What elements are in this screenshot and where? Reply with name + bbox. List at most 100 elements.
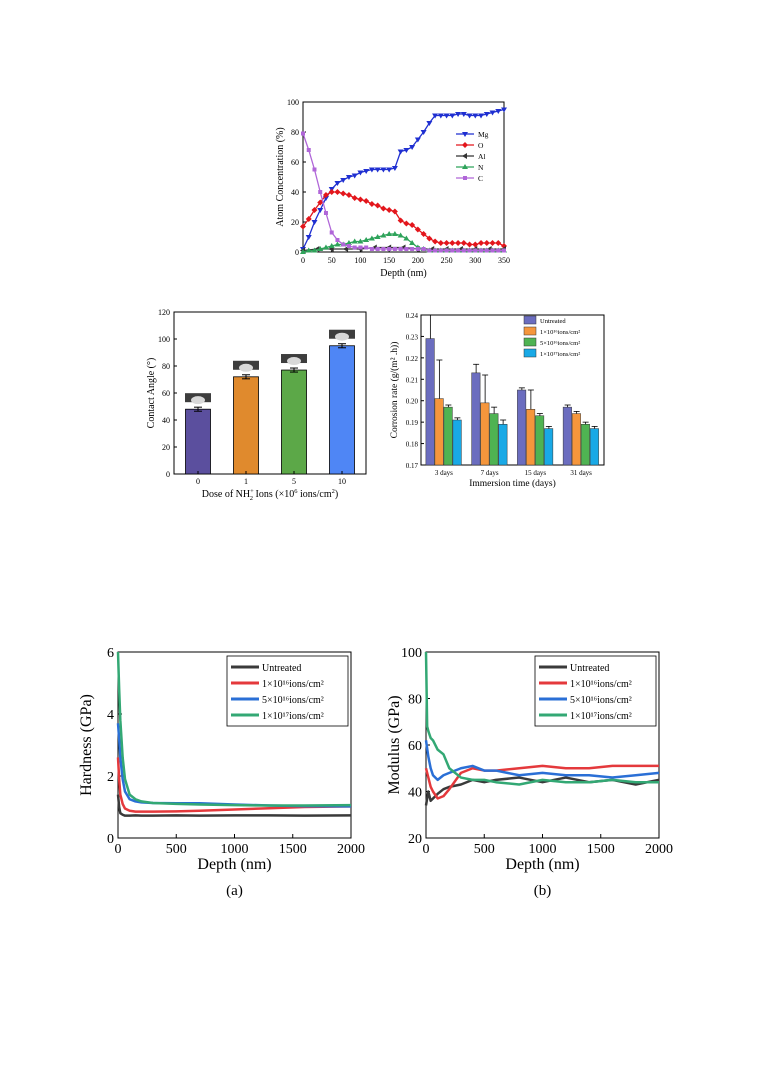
series-C <box>301 131 506 253</box>
data-point <box>340 178 347 183</box>
data-point <box>380 205 387 212</box>
data-point <box>386 207 393 213</box>
legend-label: Mg <box>478 130 489 139</box>
x-tick-label: 15 days <box>525 469 547 477</box>
data-point <box>478 240 485 246</box>
legend-label: C <box>478 174 483 183</box>
data-point <box>311 220 318 225</box>
x-axis-label: Immersion time (days) <box>469 478 556 489</box>
x-tick-label: 2000 <box>337 842 365 857</box>
data-point <box>449 240 456 246</box>
data-point <box>363 198 370 204</box>
data-point <box>386 167 393 173</box>
data-point <box>483 240 490 246</box>
y-tick-label: 20 <box>408 832 422 847</box>
data-point <box>341 242 346 247</box>
data-point <box>449 113 456 119</box>
y-tick-label: 0.24 <box>406 312 419 320</box>
y-tick-label: 60 <box>162 389 170 398</box>
atom-concentration-chart: 0 50 100 150 200 250 300 350 0 20 40 60 80 100 Depth (… <box>270 92 510 292</box>
modulus-chart: 0 500 1000 1500 2000 20 40 60 80 100 Depth (nm) Mod… <box>372 640 680 905</box>
data-point <box>433 248 438 253</box>
x-tick-label: 500 <box>166 842 187 857</box>
data-point <box>432 113 439 119</box>
y-tick-label: 0.22 <box>406 355 419 363</box>
data-point <box>328 243 335 248</box>
y-tick-label: 60 <box>291 158 299 167</box>
data-point <box>495 109 502 114</box>
y-tick-label: 2 <box>107 770 114 785</box>
data-point <box>421 247 426 251</box>
y-tick-label: 100 <box>401 646 422 661</box>
data-point <box>391 208 398 215</box>
x-tick-label: 0 <box>423 842 430 857</box>
data-point <box>443 113 450 119</box>
data-point <box>478 113 485 119</box>
data-point <box>420 130 427 135</box>
x-axis-label: Dose of NH+ 2 Ions (×106 ions/cm2) <box>202 488 338 502</box>
data-point <box>432 238 439 245</box>
data-point <box>335 238 340 242</box>
bar <box>480 402 490 466</box>
atom-concentration-svg: 0 50 100 150 200 250 300 350 0 20 40 60 80 100 Depth (… <box>275 98 510 279</box>
data-point <box>317 246 324 251</box>
x-tick-label: 0 <box>301 256 305 265</box>
series-line <box>424 740 660 782</box>
x-tick-label: 1000 <box>221 842 249 857</box>
series-Mg <box>300 107 507 252</box>
data-point <box>426 235 433 242</box>
data-point <box>368 235 375 241</box>
x-tick-label: 5 <box>292 477 296 486</box>
y-tick-label: 6 <box>107 646 114 661</box>
data-point <box>357 170 364 176</box>
data-point <box>380 232 387 238</box>
x-tick-label: 300 <box>469 256 481 265</box>
x-tick-label: 350 <box>498 256 510 265</box>
x-tick-label: 1500 <box>279 842 307 857</box>
y-tick-label: 120 <box>158 308 170 317</box>
legend-label: 1×10¹⁷ions/cm² <box>262 711 324 722</box>
x-tick-label: 1000 <box>529 842 557 857</box>
data-point <box>466 241 473 248</box>
series-line <box>116 794 352 817</box>
droplet-shape <box>287 357 301 366</box>
x-tick-label: 10 <box>338 477 346 486</box>
y-tick-label: 0 <box>295 248 299 257</box>
legend-label: Al <box>478 152 486 161</box>
bar <box>562 406 572 466</box>
data-point <box>386 231 393 236</box>
series-O <box>300 189 507 249</box>
data-point <box>483 112 490 117</box>
data-point <box>392 247 397 251</box>
data-point <box>409 145 416 150</box>
x-tick-label: 3 days <box>435 469 453 477</box>
hardness-chart: 0 500 1000 1500 2000 0 2 4 6 Depth (nm) Hardness (… <box>72 640 372 905</box>
y-tick-label: 0.18 <box>406 441 419 449</box>
data-point <box>409 240 416 245</box>
data-point <box>334 181 341 186</box>
droplet-shape <box>335 332 349 341</box>
y-tick-label: 60 <box>408 739 422 754</box>
bar <box>571 413 581 466</box>
modulus-svg: 0 500 1000 1500 2000 20 40 60 80 100 Depth (nm) Mod… <box>386 646 673 899</box>
data-point <box>345 175 352 180</box>
data-point <box>398 247 403 251</box>
plot-frame <box>420 314 605 466</box>
legend-label: 1×10¹⁶ions/cm² <box>570 679 632 690</box>
data-point <box>495 240 502 246</box>
legend-swatch <box>523 348 537 358</box>
data-point <box>343 246 349 252</box>
legend-label: 1×10¹⁶ions/cm² <box>262 679 324 690</box>
data-point <box>472 113 479 119</box>
y-tick-label: 40 <box>408 786 422 801</box>
data-point <box>409 222 416 228</box>
x-tick-label: 200 <box>412 256 424 265</box>
bar <box>471 372 481 466</box>
x-tick-label: 1 <box>244 477 248 486</box>
y-tick-label: 40 <box>162 416 170 425</box>
bar <box>589 428 599 466</box>
data-point <box>318 190 323 194</box>
y-tick-label: 0 <box>166 470 170 479</box>
data-point <box>363 169 370 174</box>
y-tick-label: 0.19 <box>406 419 419 427</box>
